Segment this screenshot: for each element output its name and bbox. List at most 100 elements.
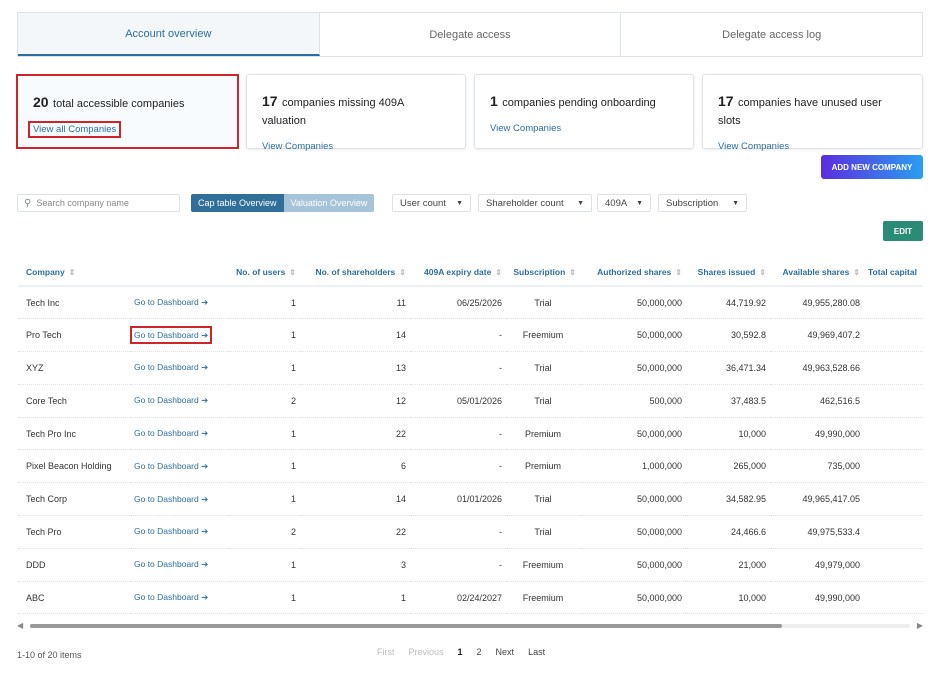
previous-page-button[interactable]: Previous: [408, 647, 444, 657]
card-missing-409a: 17 companies missing 409A valuation View…: [246, 74, 466, 152]
view-toggle: Cap table Overview Valuation Overview: [191, 194, 375, 212]
scroll-thumb[interactable]: [30, 624, 782, 628]
shares-issued: 24,466.6: [686, 515, 770, 549]
cap-table-overview-button[interactable]: Cap table Overview: [191, 194, 284, 212]
view-all-companies-link[interactable]: View all Companies: [28, 121, 122, 138]
arrow-right-icon: ➔: [198, 460, 209, 471]
go-to-dashboard-link[interactable]: Go to Dashboard ➔: [134, 395, 208, 405]
shareholder-count-filter[interactable]: Shareholder count ▼: [478, 194, 592, 212]
scroll-left-icon[interactable]: ◀: [17, 621, 24, 630]
shareholder-count: 12: [300, 384, 410, 418]
page-1-button[interactable]: 1: [457, 647, 463, 657]
user-count: 1: [228, 351, 300, 385]
subscription: Trial: [506, 515, 580, 549]
shares-issued: 30,592.8: [686, 318, 770, 353]
subscription-filter[interactable]: Subscription ▼: [658, 194, 747, 212]
horizontal-scrollbar[interactable]: ◀ ▶: [17, 621, 923, 631]
total-capital: [864, 482, 923, 517]
column-header[interactable]: Authorized shares ⇕: [580, 258, 686, 287]
filter-label: Shareholder count: [486, 197, 564, 209]
table-row: Tech Pro Go to Dashboard ➔ 2 22- Trial 50,000…: [18, 515, 923, 549]
tab-delegate-access-log[interactable]: Delegate access log: [722, 28, 822, 41]
arrow-right-icon: ➔: [198, 329, 209, 340]
valuation-overview-button[interactable]: Valuation Overview: [283, 194, 375, 212]
link-label: Go to Dashboard: [134, 297, 199, 308]
column-header: Total capital: [864, 258, 923, 287]
link-label: Go to Dashboard: [134, 395, 199, 406]
sort-icon[interactable]: ⇕: [289, 267, 296, 277]
filter-label: User count: [400, 197, 446, 209]
go-to-dashboard-link[interactable]: Go to Dashboard ➔: [129, 325, 213, 344]
go-to-dashboard-link[interactable]: Go to Dashboard ➔: [134, 559, 208, 569]
view-companies-link[interactable]: View Companies: [490, 123, 562, 134]
sort-icon[interactable]: ⇕: [675, 267, 682, 277]
table-row: Pixel Beacon Holding Go to Dashboard ➔ 1 6-…: [18, 449, 923, 484]
link-label: Go to Dashboard: [134, 460, 199, 471]
column-header[interactable]: Shares issued ⇕: [686, 258, 770, 287]
items-summary: 1-10 of 20 items: [17, 650, 82, 660]
column-header[interactable]: Subscription ⇕: [506, 258, 580, 287]
shareholder-count: 6: [300, 449, 410, 484]
shareholder-count: 14: [300, 318, 410, 353]
go-to-dashboard-link[interactable]: Go to Dashboard ➔: [134, 297, 208, 307]
user-count: 1: [228, 482, 300, 517]
go-to-dashboard-link[interactable]: Go to Dashboard ➔: [134, 526, 208, 536]
authorized-shares: 1,000,000: [580, 449, 686, 484]
sort-icon[interactable]: ⇕: [759, 267, 766, 277]
search-input[interactable]: ⚲ Search company name: [17, 194, 180, 212]
company-name: Pro Tech: [18, 318, 130, 353]
edit-button[interactable]: EDIT: [883, 221, 923, 241]
column-header[interactable]: No. of users ⇕: [228, 258, 300, 287]
column-label: Shares issued: [697, 266, 756, 277]
shares-issued: 265,000: [686, 449, 770, 484]
sort-icon[interactable]: ⇕: [853, 267, 860, 277]
go-to-dashboard-link[interactable]: Go to Dashboard ➔: [134, 428, 208, 438]
column-header[interactable]: Available shares ⇕: [770, 258, 864, 287]
next-page-button[interactable]: Next: [495, 647, 515, 657]
company-name: ABC: [18, 581, 130, 615]
go-to-dashboard-link[interactable]: Go to Dashboard ➔: [134, 592, 208, 602]
go-to-dashboard-link[interactable]: Go to Dashboard ➔: [134, 494, 208, 504]
total-capital: [864, 449, 923, 484]
company-name: Tech Pro: [18, 515, 130, 549]
filter-label: Subscription: [666, 197, 719, 209]
column-label: Available shares: [782, 266, 850, 277]
column-label: Authorized shares: [597, 266, 672, 277]
dashboard-cell: Go to Dashboard ➔: [130, 515, 228, 549]
tab-account-overview[interactable]: Account overview: [18, 13, 320, 56]
shares-issued: 36,471.34: [686, 351, 770, 385]
user-count-filter[interactable]: User count ▼: [392, 194, 471, 212]
card-count: 1: [490, 93, 498, 109]
go-to-dashboard-link[interactable]: Go to Dashboard ➔: [134, 461, 208, 471]
authorized-shares: 50,000,000: [580, 351, 686, 385]
total-capital: [864, 548, 923, 582]
go-to-dashboard-link[interactable]: Go to Dashboard ➔: [134, 362, 208, 372]
column-header[interactable]: 409A expiry date ⇕: [410, 258, 506, 287]
scroll-right-icon[interactable]: ▶: [916, 621, 923, 630]
409a-filter[interactable]: 409A ▼: [597, 194, 651, 212]
sort-icon[interactable]: ⇕: [569, 267, 576, 277]
table-row: DDD Go to Dashboard ➔ 1 3- Freemium 50,000,00…: [18, 548, 923, 582]
link-label: Go to Dashboard: [134, 526, 199, 537]
sort-icon[interactable]: ⇕: [68, 267, 76, 277]
column-header[interactable]: No. of shareholders ⇕: [300, 258, 410, 287]
company-name: DDD: [18, 548, 130, 582]
card-text: companies have unused user slots: [718, 97, 882, 127]
last-page-button[interactable]: Last: [528, 647, 546, 657]
dashboard-cell: Go to Dashboard ➔: [129, 318, 228, 353]
view-companies-link[interactable]: View Companies: [718, 141, 790, 152]
user-count: 1: [228, 548, 300, 582]
sort-icon[interactable]: ⇕: [399, 267, 406, 277]
company-name: Tech Inc: [18, 286, 130, 320]
subscription: Freemium: [506, 581, 580, 615]
total-capital: [864, 351, 923, 385]
first-page-button[interactable]: First: [377, 647, 395, 657]
column-header[interactable]: Company ⇕: [18, 258, 130, 287]
view-companies-link[interactable]: View Companies: [262, 141, 334, 152]
tab-delegate-access[interactable]: Delegate access: [320, 13, 622, 56]
search-placeholder: Search company name: [36, 198, 129, 208]
total-capital: [864, 318, 923, 353]
sort-icon[interactable]: ⇕: [495, 267, 502, 277]
add-new-company-button[interactable]: ADD NEW COMPANY: [821, 155, 923, 179]
page-2-button[interactable]: 2: [476, 647, 482, 657]
